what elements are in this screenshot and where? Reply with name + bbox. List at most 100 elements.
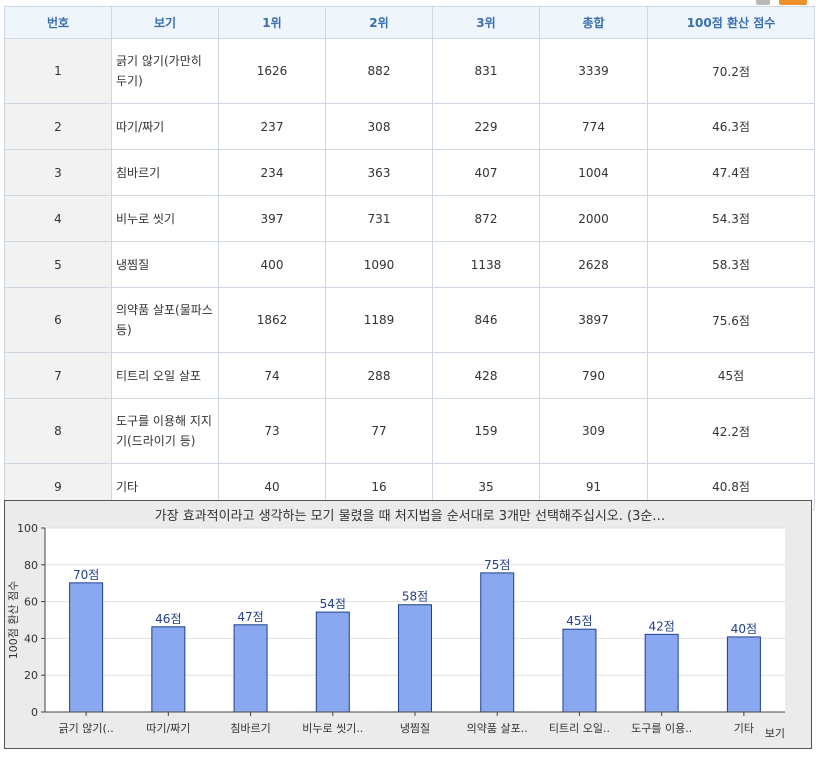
cell-option: 침바르기 bbox=[111, 149, 219, 196]
x-tick-label: 긁기 않기(.. bbox=[58, 722, 113, 735]
x-tick-label: 도구를 이용.. bbox=[631, 722, 692, 735]
table-row: 7 티트리 오일 살포 74 288 428 790 45점 bbox=[4, 352, 815, 399]
x-tick-label: 비누로 씻기.. bbox=[302, 722, 363, 735]
cell-rank1: 397 bbox=[218, 195, 326, 242]
bar-value-label: 40점 bbox=[731, 622, 757, 636]
bar bbox=[562, 628, 597, 713]
y-axis-label: 100점 환산 점수 bbox=[7, 581, 20, 660]
bar-value-label: 58점 bbox=[402, 590, 428, 604]
table-row: 6 의약품 살포(물파스 등) 1862 1189 846 3897 75.6점 bbox=[4, 287, 815, 353]
cell-option: 도구를 이용해 지지기(드라이기 등) bbox=[111, 398, 219, 464]
table-row: 4 비누로 씻기 397 731 872 2000 54.3점 bbox=[4, 195, 815, 242]
x-tick-label: 침바르기 bbox=[230, 722, 270, 735]
bar-value-label: 54점 bbox=[320, 597, 346, 611]
bar bbox=[69, 582, 104, 713]
bar bbox=[726, 636, 761, 713]
cell-number: 3 bbox=[4, 149, 112, 196]
cell-option: 티트리 오일 살포 bbox=[111, 352, 219, 399]
bar-value-label: 47점 bbox=[237, 610, 263, 624]
cell-rank3: 407 bbox=[432, 149, 540, 196]
cell-rank1: 1626 bbox=[218, 38, 326, 104]
cell-option: 비누로 씻기 bbox=[111, 195, 219, 242]
cell-rank2: 363 bbox=[325, 149, 433, 196]
header-total: 총합 bbox=[539, 6, 648, 39]
cell-rank1: 237 bbox=[218, 103, 326, 150]
cell-rank2: 882 bbox=[325, 38, 433, 104]
cell-rank1: 400 bbox=[218, 241, 326, 288]
cell-total: 2000 bbox=[539, 195, 648, 242]
cell-rank2: 1090 bbox=[325, 241, 433, 288]
cell-number: 7 bbox=[4, 352, 112, 399]
results-table: 번호 보기 1위 2위 3위 총합 100점 환산 점수 1 긁기 않기(가만히 … bbox=[4, 6, 815, 510]
cell-total: 3339 bbox=[539, 38, 648, 104]
chart-panel: 0 20 40 60 80 100 70점 긁기 않기(.. 46점 따기/짜기 47점 침바르기 54… bbox=[4, 500, 812, 749]
table-row: 5 냉찜질 400 1090 1138 2628 58.3점 bbox=[4, 241, 815, 288]
table-row: 2 따기/짜기 237 308 229 774 46.3점 bbox=[4, 103, 815, 150]
y-tick-label: 40 bbox=[24, 632, 38, 645]
header-number: 번호 bbox=[4, 6, 112, 39]
bar bbox=[151, 626, 186, 713]
cell-number: 5 bbox=[4, 241, 112, 288]
cell-rank3: 159 bbox=[432, 398, 540, 464]
bar-value-label: 75점 bbox=[484, 558, 510, 572]
x-tick-label: 냉찜질 bbox=[400, 722, 430, 735]
table-header-row: 번호 보기 1위 2위 3위 총합 100점 환산 점수 bbox=[4, 6, 815, 39]
corner-button-left[interactable] bbox=[756, 0, 770, 5]
cell-score: 54.3점 bbox=[647, 195, 815, 242]
cell-total: 790 bbox=[539, 352, 648, 399]
cell-number: 2 bbox=[4, 103, 112, 150]
cell-rank3: 1138 bbox=[432, 241, 540, 288]
cell-total: 1004 bbox=[539, 149, 648, 196]
bar bbox=[398, 604, 432, 713]
cell-option: 냉찜질 bbox=[111, 241, 219, 288]
chart-title: 가장 효과적이라고 생각하는 모기 물렸을 때 처지법을 순서대로 3개만 선택… bbox=[154, 509, 666, 524]
table-row: 3 침바르기 234 363 407 1004 47.4점 bbox=[4, 149, 815, 196]
x-axis-label: 보기 bbox=[765, 727, 785, 740]
cell-rank2: 77 bbox=[325, 398, 433, 464]
header-option: 보기 bbox=[111, 6, 219, 39]
bar-value-label: 42점 bbox=[649, 619, 675, 633]
bar bbox=[480, 572, 515, 713]
cell-option: 따기/짜기 bbox=[111, 103, 219, 150]
cell-rank3: 428 bbox=[432, 352, 540, 399]
y-tick-label: 100 bbox=[17, 522, 38, 535]
header-rank3: 3위 bbox=[432, 6, 540, 39]
cell-score: 46.3점 bbox=[647, 103, 815, 150]
cell-rank3: 872 bbox=[432, 195, 540, 242]
header-score: 100점 환산 점수 bbox=[647, 6, 815, 39]
cell-rank1: 234 bbox=[218, 149, 326, 196]
cell-rank1: 1862 bbox=[218, 287, 326, 353]
x-tick-label: 티트리 오일.. bbox=[549, 721, 610, 735]
cell-score: 42.2점 bbox=[647, 398, 815, 464]
bar bbox=[644, 633, 679, 713]
cell-score: 45점 bbox=[647, 352, 815, 399]
x-tick-label: 기타 bbox=[734, 722, 754, 735]
cell-number: 6 bbox=[4, 287, 112, 353]
table-row: 1 긁기 않기(가만히 두기) 1626 882 831 3339 70.2점 bbox=[4, 38, 815, 104]
y-tick-label: 20 bbox=[24, 669, 38, 682]
cell-score: 47.4점 bbox=[647, 149, 815, 196]
bar-value-label: 45점 bbox=[566, 614, 592, 628]
header-rank1: 1위 bbox=[218, 6, 326, 39]
cell-total: 2628 bbox=[539, 241, 648, 288]
cell-total: 3897 bbox=[539, 287, 648, 353]
bar-value-label: 70점 bbox=[73, 568, 99, 582]
cell-option: 긁기 않기(가만히 두기) bbox=[111, 38, 219, 104]
cell-rank2: 288 bbox=[325, 352, 433, 399]
table-row: 8 도구를 이용해 지지기(드라이기 등) 73 77 159 309 42.2점 bbox=[4, 398, 815, 464]
cell-rank3: 831 bbox=[432, 38, 540, 104]
y-tick-label: 60 bbox=[24, 596, 38, 609]
y-tick-label: 80 bbox=[24, 559, 38, 572]
y-tick-label: 0 bbox=[31, 706, 38, 719]
cell-number: 4 bbox=[4, 195, 112, 242]
cell-rank3: 229 bbox=[432, 103, 540, 150]
corner-button-orange[interactable] bbox=[779, 0, 807, 5]
header-rank2: 2위 bbox=[325, 6, 433, 39]
cell-rank3: 846 bbox=[432, 287, 540, 353]
cell-option: 의약품 살포(물파스 등) bbox=[111, 287, 219, 353]
x-tick-label: 따기/짜기 bbox=[146, 722, 190, 735]
cell-number: 1 bbox=[4, 38, 112, 104]
cell-total: 309 bbox=[539, 398, 648, 464]
cell-score: 70.2점 bbox=[647, 38, 815, 104]
